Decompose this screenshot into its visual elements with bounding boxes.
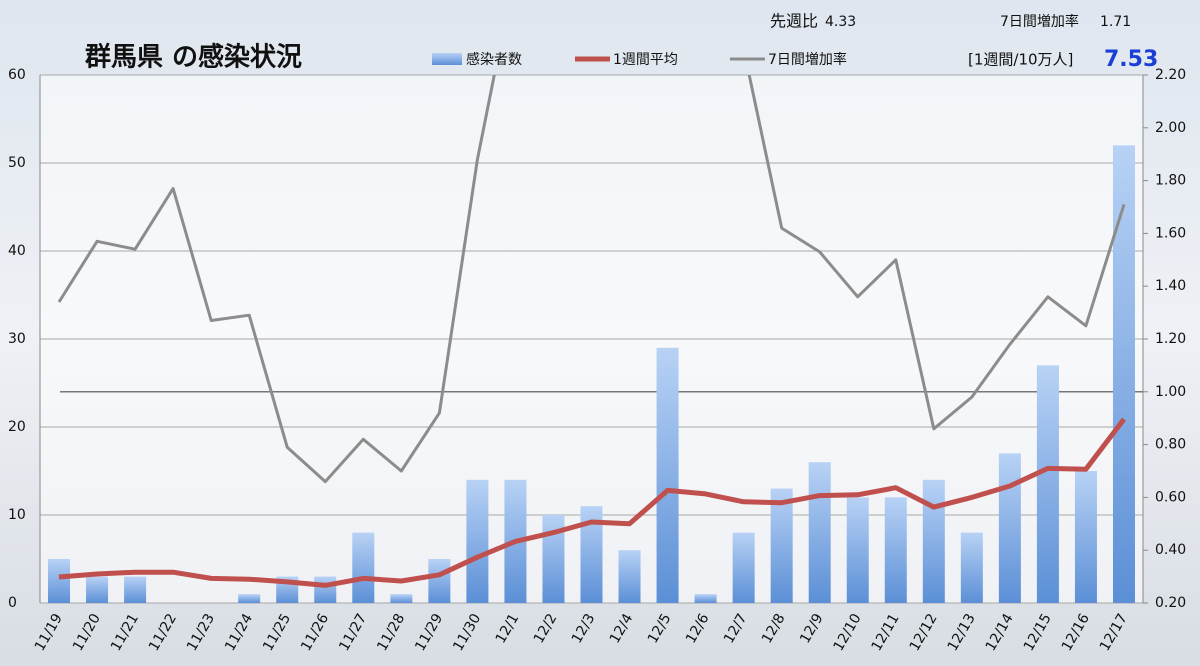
series-layer [48,75,1135,603]
week-ratio-label: 先週比 [770,12,818,31]
y2-tick-label: 1.20 [1155,331,1186,347]
bar [846,497,869,603]
bar [656,347,679,603]
y-tick-label: 40 [8,243,26,259]
rate: 1.71 [1100,14,1131,30]
rate-label: 7日間増加率 [1000,13,1079,30]
bar [770,488,793,603]
bar [466,479,489,603]
y2-tick-label: 1.80 [1155,173,1186,189]
week-ratio: 4.33 [825,14,856,30]
bar [542,515,565,603]
legend: 感染者数 1週間平均 7日間増加率 [432,51,847,68]
y2-tick-label: 0.40 [1155,542,1186,558]
line [58,417,1126,588]
bar [390,594,413,603]
bar [884,497,907,603]
y-tick-label: 10 [8,507,26,523]
bar [960,532,983,603]
line [57,75,1126,484]
bar [124,576,147,603]
bar [694,594,717,603]
legend-label: 7日間増加率 [768,51,847,68]
legend-label: 感染者数 [466,51,522,68]
bar [428,559,451,603]
y-tick-label: 30 [8,331,26,347]
y2-tick-label: 2.00 [1155,120,1186,136]
y-tick-label: 60 [8,67,26,83]
bar [314,576,337,603]
y2-tick-label: 1.00 [1155,384,1186,400]
bar [580,506,603,603]
bar [1074,471,1097,603]
bar [352,532,375,603]
bar [48,559,71,603]
legend-label: 1週間平均 [613,52,678,68]
bar [998,453,1021,603]
y2-tick-label: 1.60 [1155,225,1186,241]
y-tick-label: 0 [8,595,17,611]
bar [1036,365,1059,603]
y2-tick-label: 2.20 [1155,67,1186,83]
bar [922,479,945,603]
y2-tick-label: 0.60 [1155,489,1186,505]
bar [1112,145,1135,603]
y-tick-label: 50 [8,155,26,171]
y2-tick-label: 0.20 [1155,595,1186,611]
bar [238,594,261,603]
per-value: 7.53 [1104,47,1158,72]
bar [808,462,831,603]
bar [618,550,641,603]
y2-tick-label: 0.80 [1155,437,1186,453]
y-tick-label: 20 [8,419,26,435]
chart-title: 群馬県 の感染状況 [84,43,302,73]
bar [86,576,109,603]
legend-swatch [432,53,462,65]
per-label: [1週間/10万人] [968,51,1073,69]
bar [732,532,755,603]
y2-tick-label: 1.40 [1155,278,1186,294]
